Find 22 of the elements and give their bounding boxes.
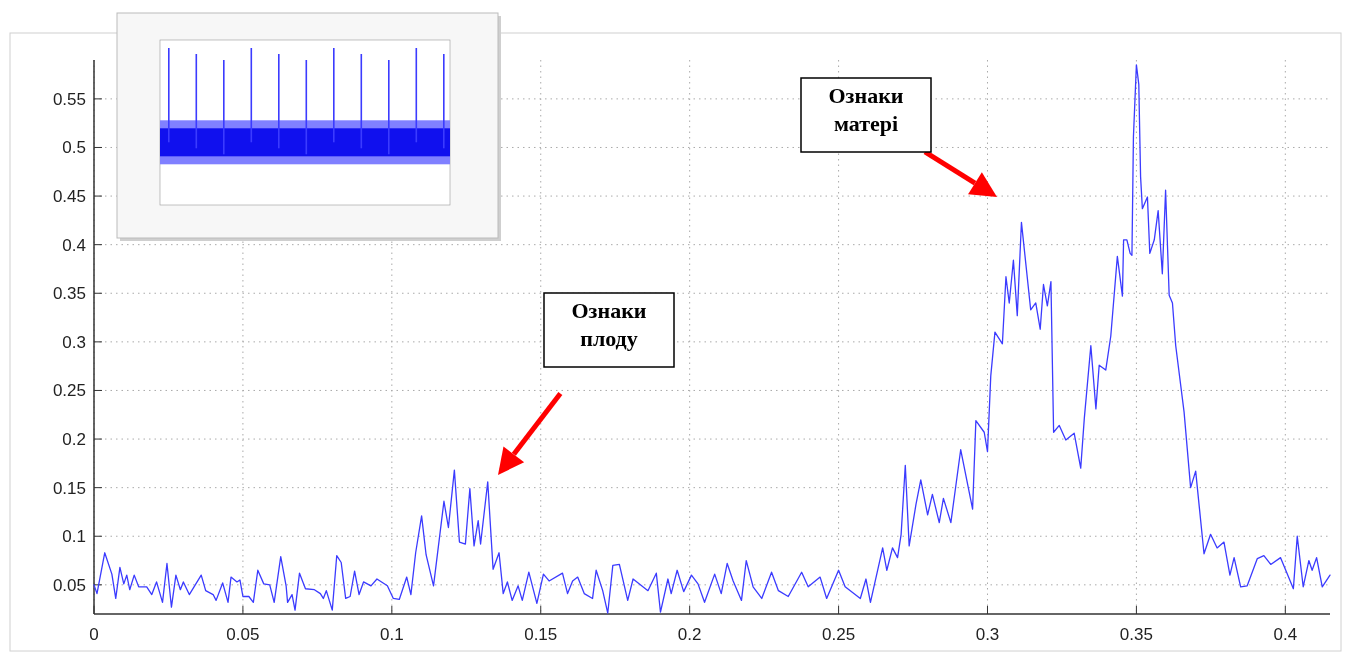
x-tick-label: 0.3 [975,625,1000,644]
annotation: Ознаки плоду [571,298,647,351]
y-tick-label: 0.15 [52,478,86,498]
y-tick-label: 0.25 [52,381,86,401]
x-tick-label: 0.15 [524,625,558,644]
y-tick-label: 0.1 [62,527,86,547]
y-tick-label: 0.35 [52,284,86,304]
annotation: Ознаки матері [828,83,904,136]
y-tick-label: 0.5 [62,138,86,158]
x-tick-label: 0.25 [822,625,856,644]
x-tick-label: 0.35 [1119,625,1153,644]
x-tick-label: 0.4 [1273,625,1298,644]
y-tick-label: 0.45 [52,187,86,207]
y-tick-label: 0.4 [62,235,86,255]
y-tick-label: 0.2 [62,430,86,449]
x-tick-label: 0.2 [677,625,702,644]
x-tick-label: 0 [89,625,99,644]
y-tick-label: 0.05 [52,575,86,595]
x-tick-label: 0.1 [380,625,404,644]
y-tick-label: 0.3 [62,332,86,352]
y-tick-label: 0.55 [52,89,86,109]
x-tick-label: 0.05 [226,625,260,644]
